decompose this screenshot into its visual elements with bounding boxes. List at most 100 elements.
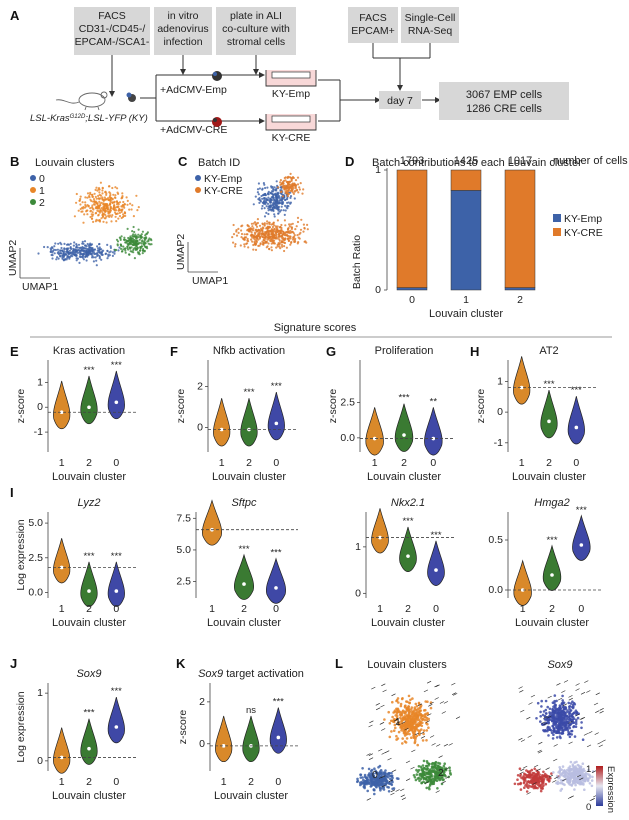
velocity-sox9-point <box>548 728 552 731</box>
violin-y-tick-label: 0.0 <box>340 432 355 444</box>
velocity-sox9-point <box>558 722 562 725</box>
umap-point-kycre <box>272 234 275 237</box>
violin-median-point <box>87 746 91 751</box>
violin-x-label: Louvain cluster <box>214 790 288 802</box>
velocity-sox9-point <box>518 767 522 770</box>
velocity-sox9-point <box>554 720 557 724</box>
umap-point-kyemp <box>276 192 280 195</box>
velocity-sox9-point <box>568 735 572 739</box>
velocity-point-cluster-2 <box>417 765 421 768</box>
well-cre-label: KY-CRE <box>272 132 311 144</box>
umap-point-cluster-1 <box>112 193 115 196</box>
velocity-arrow <box>381 728 386 731</box>
umap-point-cluster-0 <box>81 240 84 243</box>
violin-y-tick-label: 1 <box>497 375 503 387</box>
umap-point-cluster-2 <box>129 237 132 240</box>
velocity-arrow <box>423 689 429 693</box>
violin-y-tick-label: 5.0 <box>176 544 191 556</box>
velocity-sox9-point <box>572 780 575 784</box>
umap-point-kycre <box>250 233 253 237</box>
cluster-label-0: 0 <box>372 769 378 781</box>
umap-point-cluster-0 <box>65 250 68 254</box>
umap-point-cluster-1 <box>97 194 100 197</box>
velocity-sox9-point <box>579 770 582 774</box>
umap-point-kycre <box>280 229 283 232</box>
umap-point-kycre <box>292 184 295 187</box>
velocity-point-cluster-2 <box>426 767 429 770</box>
velocity-arrow <box>601 739 606 743</box>
velocity-arrow <box>431 743 436 746</box>
umap-point-cluster-0 <box>62 259 65 262</box>
umap-point-kycre <box>287 187 291 190</box>
velocity-point-cluster-2 <box>432 780 436 784</box>
umap-point-cluster-1 <box>86 213 89 216</box>
velocity-point-cluster-2 <box>442 773 445 776</box>
umap-point-cluster-1 <box>107 185 111 188</box>
velocity-arrow <box>385 750 390 753</box>
umap-point-kycre <box>272 222 275 225</box>
velocity-point-cluster-1 <box>425 739 428 742</box>
velocity-point-cluster-0 <box>390 783 394 787</box>
velocity-point-cluster-0 <box>369 769 373 773</box>
velocity-point-cluster-1 <box>429 706 433 710</box>
umap-point-cluster-1 <box>99 194 103 197</box>
velocity-point-cluster-2 <box>414 778 418 782</box>
violin-y-tick-label: 0 <box>197 421 203 433</box>
umap-point-kycre <box>289 243 292 246</box>
day-box <box>379 91 421 109</box>
umap-point-cluster-1 <box>86 196 89 199</box>
umap-point-kycre <box>281 233 284 236</box>
umap-point-cluster-2 <box>123 236 126 239</box>
velocity-sox9-point <box>590 779 594 782</box>
umap-point-cluster-0 <box>53 252 56 255</box>
umap-point-kycre <box>270 242 273 245</box>
panel-c-ylabel: UMAP2 <box>175 234 187 270</box>
velocity-sox9-point <box>562 708 566 711</box>
velocity-sox9-point <box>559 789 562 792</box>
violin-body-cluster-2 <box>240 398 258 447</box>
umap-point-cluster-1 <box>86 192 90 195</box>
velocity-arrow <box>434 684 439 688</box>
umap-point-cluster-1 <box>132 215 135 218</box>
umap-point-cluster-2 <box>126 227 129 230</box>
velocity-point-cluster-1 <box>404 724 408 728</box>
velocity-arrow <box>380 704 385 708</box>
umap-point-cluster-1 <box>122 213 125 216</box>
velocity-arrow <box>598 744 603 748</box>
velocity-arrow <box>520 768 525 772</box>
velocity-arrow <box>451 682 456 686</box>
velocity-arrow <box>527 735 532 738</box>
violin-median-point <box>547 419 551 424</box>
legend-label-emp: KY-Emp <box>204 173 242 185</box>
umap-point-kyemp <box>256 191 259 194</box>
velocity-point-cluster-1 <box>415 734 419 738</box>
umap-point-cluster-2 <box>127 248 130 251</box>
significance-mark: *** <box>576 505 587 516</box>
velocity-point-cluster-1 <box>426 711 429 715</box>
umap-point-kycre <box>283 219 286 222</box>
umap-point-cluster-0 <box>117 249 120 252</box>
umap-point-kycre <box>290 223 293 226</box>
velocity-point-cluster-2 <box>413 776 417 779</box>
umap-point-kycre <box>271 231 274 234</box>
umap-point-kycre <box>280 239 284 243</box>
umap-point-kycre <box>281 236 284 239</box>
colorbar-tick-max: 1 <box>586 764 591 775</box>
umap-point-kycre <box>279 181 282 184</box>
umap-point-cluster-1 <box>73 215 76 218</box>
umap-point-cluster-0 <box>106 257 109 260</box>
velocity-point-cluster-1 <box>406 700 409 704</box>
velocity-point-cluster-2 <box>419 765 423 769</box>
umap-point-kyemp <box>274 204 277 207</box>
umap-point-kycre <box>265 232 268 235</box>
velocity-point-cluster-1 <box>414 718 417 721</box>
umap-point-kycre <box>270 249 273 252</box>
result-line1: 3067 EMP cells <box>466 89 543 101</box>
velocity-sox9-point <box>565 726 568 730</box>
velocity-arrow <box>568 697 573 701</box>
velocity-point-cluster-1 <box>390 730 393 733</box>
violin-y-tick-label: 2 <box>197 381 203 393</box>
bar-x-label: Louvain cluster <box>429 308 503 320</box>
velocity-sox9-point <box>532 778 535 781</box>
umap-point-cluster-1 <box>98 220 102 223</box>
